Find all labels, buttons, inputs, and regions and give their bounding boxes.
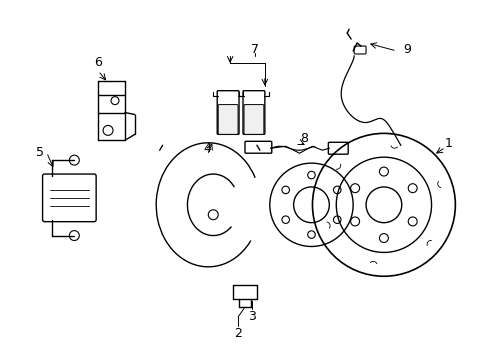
Text: 4: 4 bbox=[203, 142, 211, 155]
Text: 2: 2 bbox=[234, 327, 242, 340]
FancyBboxPatch shape bbox=[42, 174, 96, 222]
FancyBboxPatch shape bbox=[217, 91, 239, 134]
Text: 1: 1 bbox=[444, 137, 451, 150]
Text: 9: 9 bbox=[402, 42, 410, 55]
FancyBboxPatch shape bbox=[218, 105, 238, 134]
Text: 3: 3 bbox=[247, 310, 255, 323]
FancyBboxPatch shape bbox=[353, 46, 366, 54]
FancyBboxPatch shape bbox=[244, 105, 264, 134]
FancyBboxPatch shape bbox=[243, 91, 264, 134]
FancyBboxPatch shape bbox=[327, 142, 347, 154]
Text: 5: 5 bbox=[36, 146, 43, 159]
Text: 7: 7 bbox=[250, 42, 258, 55]
Text: 8: 8 bbox=[300, 132, 308, 145]
Text: 6: 6 bbox=[94, 57, 102, 69]
FancyBboxPatch shape bbox=[244, 141, 271, 153]
